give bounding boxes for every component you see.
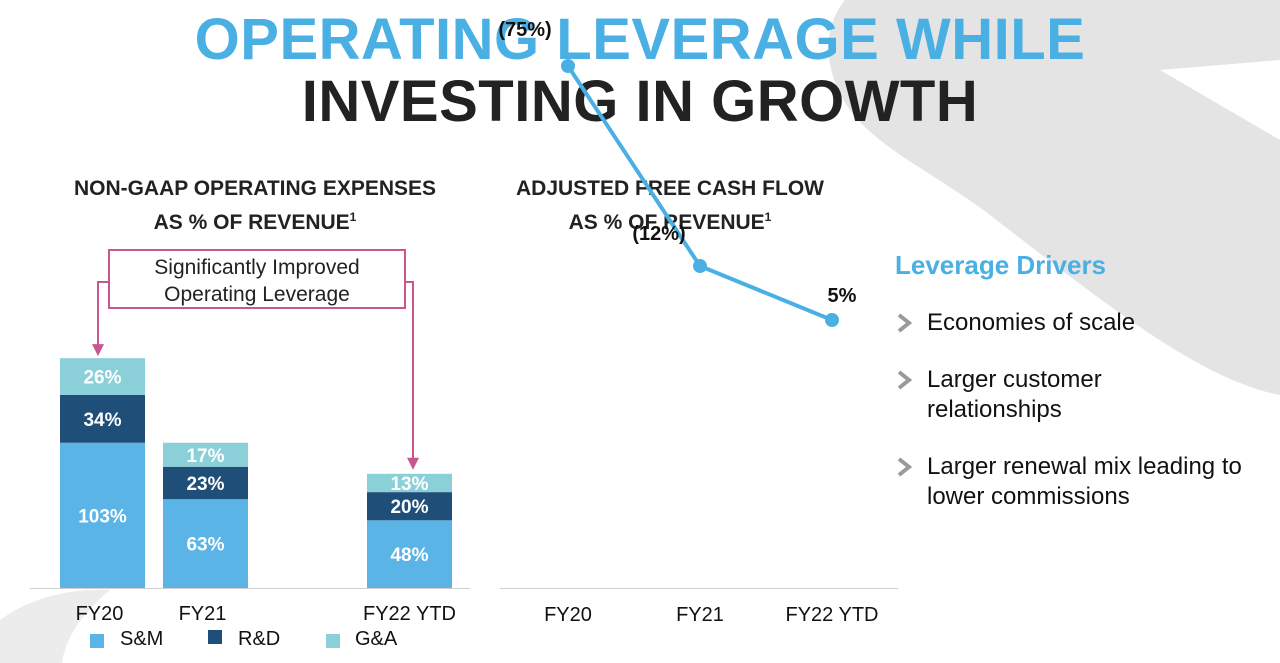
fcf-x-tick-label: FY22 YTD [786, 604, 879, 626]
bar-value-label: 17% [186, 446, 224, 467]
bar-segment-ga [367, 473, 452, 493]
fcf-chart-title-line2: AS % OF REVENUE [568, 211, 765, 234]
fcf-line-gap [739, 241, 769, 259]
fcf-data-label: 5% [828, 285, 857, 307]
opex-chart-title-line2: AS % OF REVENUE [153, 211, 350, 234]
legend-label-ga: G&A [355, 628, 398, 650]
chevron-right-icon [897, 457, 913, 477]
legend-label-sm: S&M [120, 628, 164, 650]
opex-chart-title-line1: NON-GAAP OPERATING EXPENSES [73, 177, 437, 200]
callout-line1: Significantly Improved [154, 256, 360, 279]
bar-segment-sm [367, 520, 452, 588]
opex-chart-title: NON-GAAP OPERATING EXPENSES AS % OF REVE… [30, 175, 480, 237]
fcf-data-label: (75%) [498, 19, 551, 41]
bar-value-label: 23% [186, 474, 224, 495]
bar-segment-rd [163, 466, 248, 500]
chevron-right-icon [897, 313, 913, 333]
page-title-line2: INVESTING IN GROWTH [301, 69, 979, 134]
decor-arc-bottom-left [0, 589, 110, 663]
page-title-line1: OPERATING LEVERAGE WHILE [194, 7, 1086, 72]
fcf-x-tick-label: FY21 [676, 604, 724, 626]
bar-segment-rd [60, 394, 145, 443]
fcf-chart-title: ADJUSTED FREE CASH FLOW AS % OF REVENUE1 [475, 175, 865, 237]
fcf-data-point [825, 313, 839, 327]
bar-segment-sm [60, 442, 145, 588]
legend-swatch-rd [208, 630, 222, 644]
opex-x-tick-label: FY20 [76, 603, 124, 625]
callout-arrowhead-right [407, 457, 419, 470]
fcf-x-tick-label: FY20 [544, 604, 592, 626]
legend-swatch-ga [326, 634, 340, 648]
fcf-data-point [561, 59, 575, 73]
bar-value-label: 34% [83, 410, 121, 431]
bar-segment-ga [60, 358, 145, 395]
bar-value-label: 63% [186, 535, 224, 556]
bar-segment-sm [163, 499, 248, 588]
opex-footnote-ref: 1 [349, 210, 357, 224]
callout-arrowhead-left [92, 344, 104, 357]
fcf-footnote-ref: 1 [764, 210, 772, 224]
bar-value-label: 48% [390, 545, 428, 566]
bar-value-label: 20% [390, 497, 428, 518]
bar-segment-ga [163, 442, 248, 467]
bar-value-label: 26% [83, 368, 121, 389]
leverage-callout: Significantly Improved Operating Leverag… [108, 249, 406, 309]
callout-line2: Operating Leverage [164, 283, 350, 306]
driver-item-label: Economies of scale [927, 309, 1136, 336]
fcf-data-label: (12%) [632, 223, 685, 245]
callout-arrow-left [97, 281, 108, 347]
chevron-right-icon [897, 370, 913, 390]
driver-item-label: Larger customer relationships [927, 366, 1102, 423]
bar-segment-rd [367, 492, 452, 521]
opex-x-tick-label: FY22 YTD [363, 603, 456, 625]
driver-item-label: Larger renewal mix leading to lower comm… [927, 453, 1242, 510]
legend-swatch-sm [90, 634, 104, 648]
fcf-series-line [566, 64, 833, 322]
decor-chevron-top-right [828, 0, 1280, 395]
bar-value-label: 103% [78, 506, 127, 527]
bar-value-label: 13% [390, 474, 428, 495]
fcf-chart-title-line1: ADJUSTED FREE CASH FLOW [515, 177, 824, 200]
fcf-data-point [693, 259, 707, 274]
opex-x-tick-label: FY21 [179, 603, 227, 625]
legend-label-rd: R&D [238, 628, 281, 650]
callout-arrow-right [406, 281, 414, 460]
leverage-drivers-title: Leverage Drivers [895, 250, 1107, 280]
